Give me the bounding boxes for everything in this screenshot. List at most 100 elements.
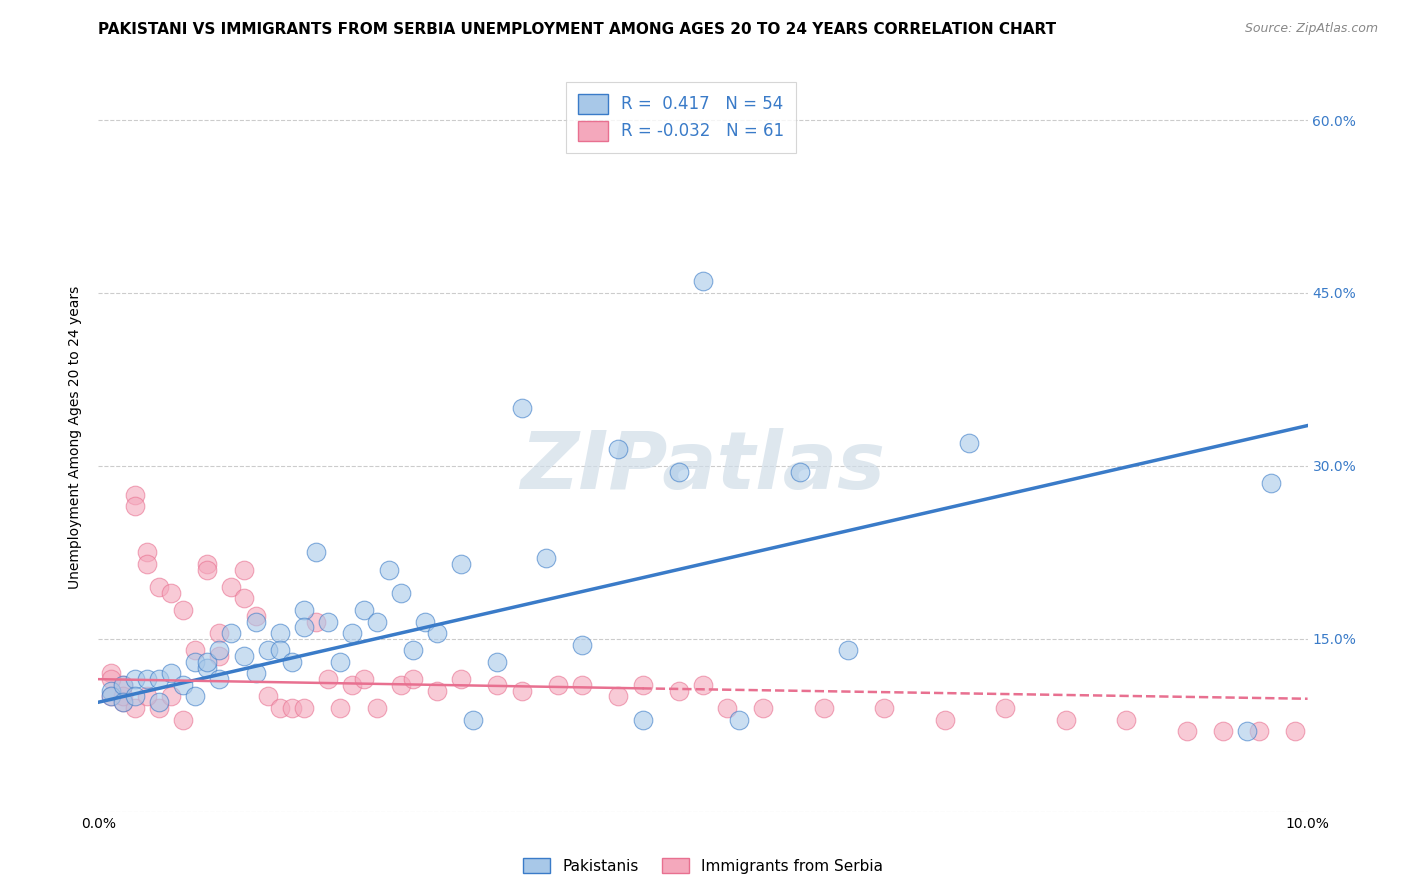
Point: [100, 690, 122, 704]
Y-axis label: Unemployment Among Ages 20 to 24 years: Unemployment Among Ages 20 to 24 years: [69, 285, 83, 589]
Point: [752, 701, 775, 715]
Point: [692, 275, 714, 289]
Point: [1212, 724, 1234, 739]
Point: [692, 678, 714, 692]
Point: [316, 672, 339, 686]
Point: [292, 620, 315, 634]
Point: [450, 672, 472, 686]
Point: [124, 672, 146, 686]
Point: [486, 655, 509, 669]
Point: [534, 551, 557, 566]
Point: [510, 401, 533, 416]
Point: [571, 678, 593, 692]
Point: [195, 557, 218, 571]
Point: [957, 435, 980, 450]
Point: [148, 695, 170, 709]
Point: [873, 701, 896, 715]
Point: [135, 672, 157, 686]
Legend: R =  0.417   N = 54, R = -0.032   N = 61: R = 0.417 N = 54, R = -0.032 N = 61: [567, 82, 796, 153]
Point: [353, 603, 375, 617]
Point: [342, 678, 364, 692]
Point: [124, 701, 146, 715]
Point: [111, 678, 134, 692]
Point: [281, 655, 304, 669]
Point: [789, 465, 811, 479]
Point: [305, 615, 328, 629]
Point: [366, 701, 388, 715]
Text: PAKISTANI VS IMMIGRANTS FROM SERBIA UNEMPLOYMENT AMONG AGES 20 TO 24 YEARS CORRE: PAKISTANI VS IMMIGRANTS FROM SERBIA UNEM…: [98, 22, 1056, 37]
Point: [607, 442, 630, 456]
Point: [1054, 713, 1077, 727]
Point: [160, 690, 183, 704]
Point: [607, 690, 630, 704]
Point: [172, 603, 194, 617]
Point: [353, 672, 375, 686]
Point: [269, 626, 291, 640]
Point: [668, 465, 690, 479]
Point: [111, 678, 134, 692]
Point: [245, 608, 267, 623]
Point: [135, 545, 157, 559]
Point: [256, 690, 278, 704]
Point: [426, 626, 449, 640]
Point: [195, 660, 218, 674]
Point: [413, 615, 436, 629]
Point: [292, 701, 315, 715]
Point: [184, 643, 207, 657]
Point: [208, 672, 231, 686]
Legend: Pakistanis, Immigrants from Serbia: Pakistanis, Immigrants from Serbia: [516, 852, 890, 880]
Point: [329, 655, 352, 669]
Point: [208, 626, 231, 640]
Point: [547, 678, 569, 692]
Point: [232, 591, 254, 606]
Point: [1115, 713, 1137, 727]
Point: [111, 695, 134, 709]
Point: [100, 666, 122, 681]
Point: [160, 585, 183, 599]
Point: [994, 701, 1017, 715]
Point: [329, 701, 352, 715]
Point: [1175, 724, 1198, 739]
Point: [316, 615, 339, 629]
Point: [366, 615, 388, 629]
Point: [232, 563, 254, 577]
Point: [269, 701, 291, 715]
Point: [172, 678, 194, 692]
Point: [135, 557, 157, 571]
Point: [813, 701, 835, 715]
Point: [256, 643, 278, 657]
Point: [100, 690, 122, 704]
Point: [1260, 476, 1282, 491]
Point: [232, 649, 254, 664]
Point: [728, 713, 751, 727]
Point: [426, 683, 449, 698]
Point: [292, 603, 315, 617]
Point: [124, 500, 146, 514]
Point: [402, 643, 425, 657]
Point: [342, 626, 364, 640]
Text: Source: ZipAtlas.com: Source: ZipAtlas.com: [1244, 22, 1378, 36]
Point: [111, 690, 134, 704]
Point: [450, 557, 472, 571]
Point: [111, 695, 134, 709]
Point: [837, 643, 859, 657]
Point: [195, 563, 218, 577]
Point: [184, 690, 207, 704]
Point: [184, 655, 207, 669]
Point: [510, 683, 533, 698]
Text: ZIPatlas: ZIPatlas: [520, 428, 886, 506]
Point: [631, 713, 654, 727]
Point: [124, 488, 146, 502]
Point: [716, 701, 738, 715]
Point: [148, 701, 170, 715]
Point: [124, 690, 146, 704]
Point: [160, 666, 183, 681]
Point: [402, 672, 425, 686]
Point: [305, 545, 328, 559]
Point: [245, 666, 267, 681]
Point: [631, 678, 654, 692]
Point: [245, 615, 267, 629]
Point: [195, 655, 218, 669]
Point: [135, 690, 157, 704]
Point: [208, 649, 231, 664]
